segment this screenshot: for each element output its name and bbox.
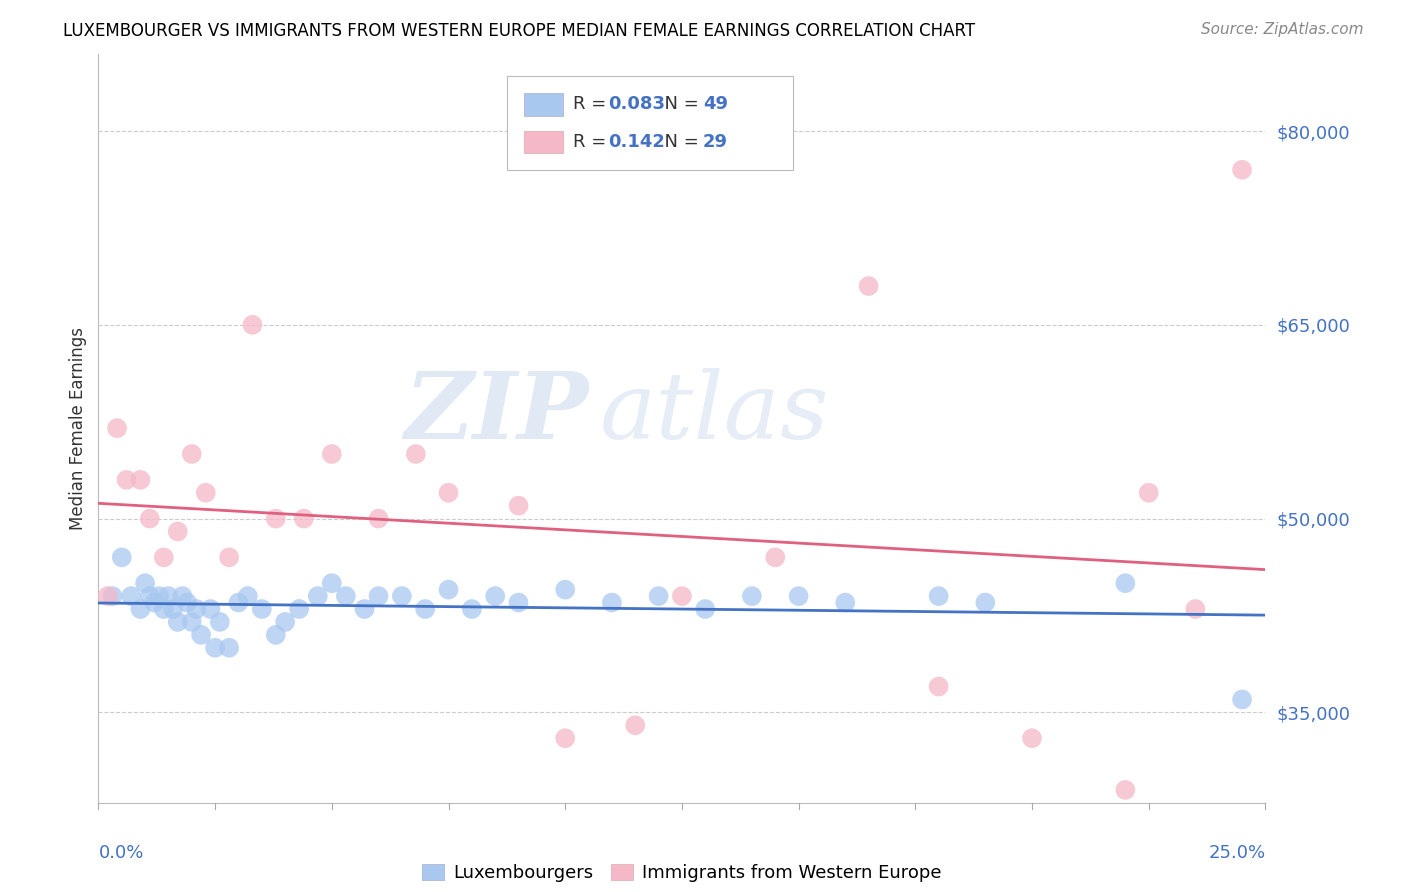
Point [928,589,950,603]
Point [105,421,128,435]
Point [437,485,460,500]
Point [834,596,856,610]
Point [115,473,138,487]
Point [1230,692,1253,706]
FancyBboxPatch shape [508,76,793,169]
Point [166,524,188,539]
Point [554,582,576,597]
Point [437,582,460,597]
Point [353,602,375,616]
Point [1137,485,1160,500]
Point [180,447,202,461]
Point [208,615,231,629]
Point [600,596,623,610]
Text: LUXEMBOURGER VS IMMIGRANTS FROM WESTERN EUROPE MEDIAN FEMALE EARNINGS CORRELATIO: LUXEMBOURGER VS IMMIGRANTS FROM WESTERN … [63,22,976,40]
Point [157,589,180,603]
Point [1114,783,1136,797]
Point [292,511,315,525]
Text: atlas: atlas [600,368,830,458]
FancyBboxPatch shape [524,131,562,153]
Point [288,602,311,616]
Point [974,596,997,610]
Point [391,589,413,603]
Point [1021,731,1043,746]
Point [484,589,506,603]
Point [307,589,329,603]
Text: 25.0%: 25.0% [1208,844,1265,862]
Text: N =: N = [652,95,704,113]
Point [97,589,120,603]
Text: 0.0%: 0.0% [98,844,143,862]
Text: R =: R = [574,95,613,113]
Point [143,596,166,610]
Point [367,511,389,525]
Text: 0.142: 0.142 [609,133,665,151]
Point [413,602,436,616]
Point [405,447,427,461]
Point [129,602,152,616]
Point [152,550,174,565]
Point [129,473,152,487]
Y-axis label: Median Female Earnings: Median Female Earnings [69,326,87,530]
Text: ZIP: ZIP [405,368,589,458]
Point [928,680,950,694]
Point [186,602,208,616]
Point [166,615,188,629]
Point [204,640,226,655]
Point [647,589,669,603]
Text: N =: N = [652,133,704,151]
Point [787,589,810,603]
Point [264,511,287,525]
Text: 49: 49 [703,95,728,113]
Point [274,615,297,629]
Text: Source: ZipAtlas.com: Source: ZipAtlas.com [1201,22,1364,37]
Point [554,731,576,746]
Point [367,589,389,603]
Point [508,596,530,610]
Point [624,718,647,732]
Point [172,589,194,603]
Point [1230,162,1253,177]
Point [101,589,124,603]
Point [335,589,357,603]
Point [1184,602,1206,616]
Point [111,550,134,565]
Point [134,576,156,591]
Point [508,499,530,513]
Point [139,589,162,603]
Point [120,589,142,603]
Point [858,279,880,293]
Legend: Luxembourgers, Immigrants from Western Europe: Luxembourgers, Immigrants from Western E… [415,857,949,889]
Point [242,318,264,332]
Point [461,602,484,616]
Point [264,628,287,642]
Point [1114,576,1136,591]
Point [152,602,174,616]
Point [321,447,343,461]
Point [218,550,240,565]
Text: 29: 29 [703,133,728,151]
Point [139,511,162,525]
Point [763,550,786,565]
Point [190,628,212,642]
Text: R =: R = [574,133,613,151]
Point [228,596,250,610]
Point [148,589,170,603]
Point [194,485,217,500]
Point [671,589,693,603]
Point [741,589,763,603]
Point [250,602,273,616]
Point [200,602,222,616]
Point [695,602,717,616]
Point [218,640,240,655]
Text: 0.083: 0.083 [609,95,665,113]
Point [236,589,259,603]
Point [176,596,198,610]
Point [180,615,202,629]
Point [162,602,184,616]
Point [321,576,343,591]
FancyBboxPatch shape [524,94,562,116]
